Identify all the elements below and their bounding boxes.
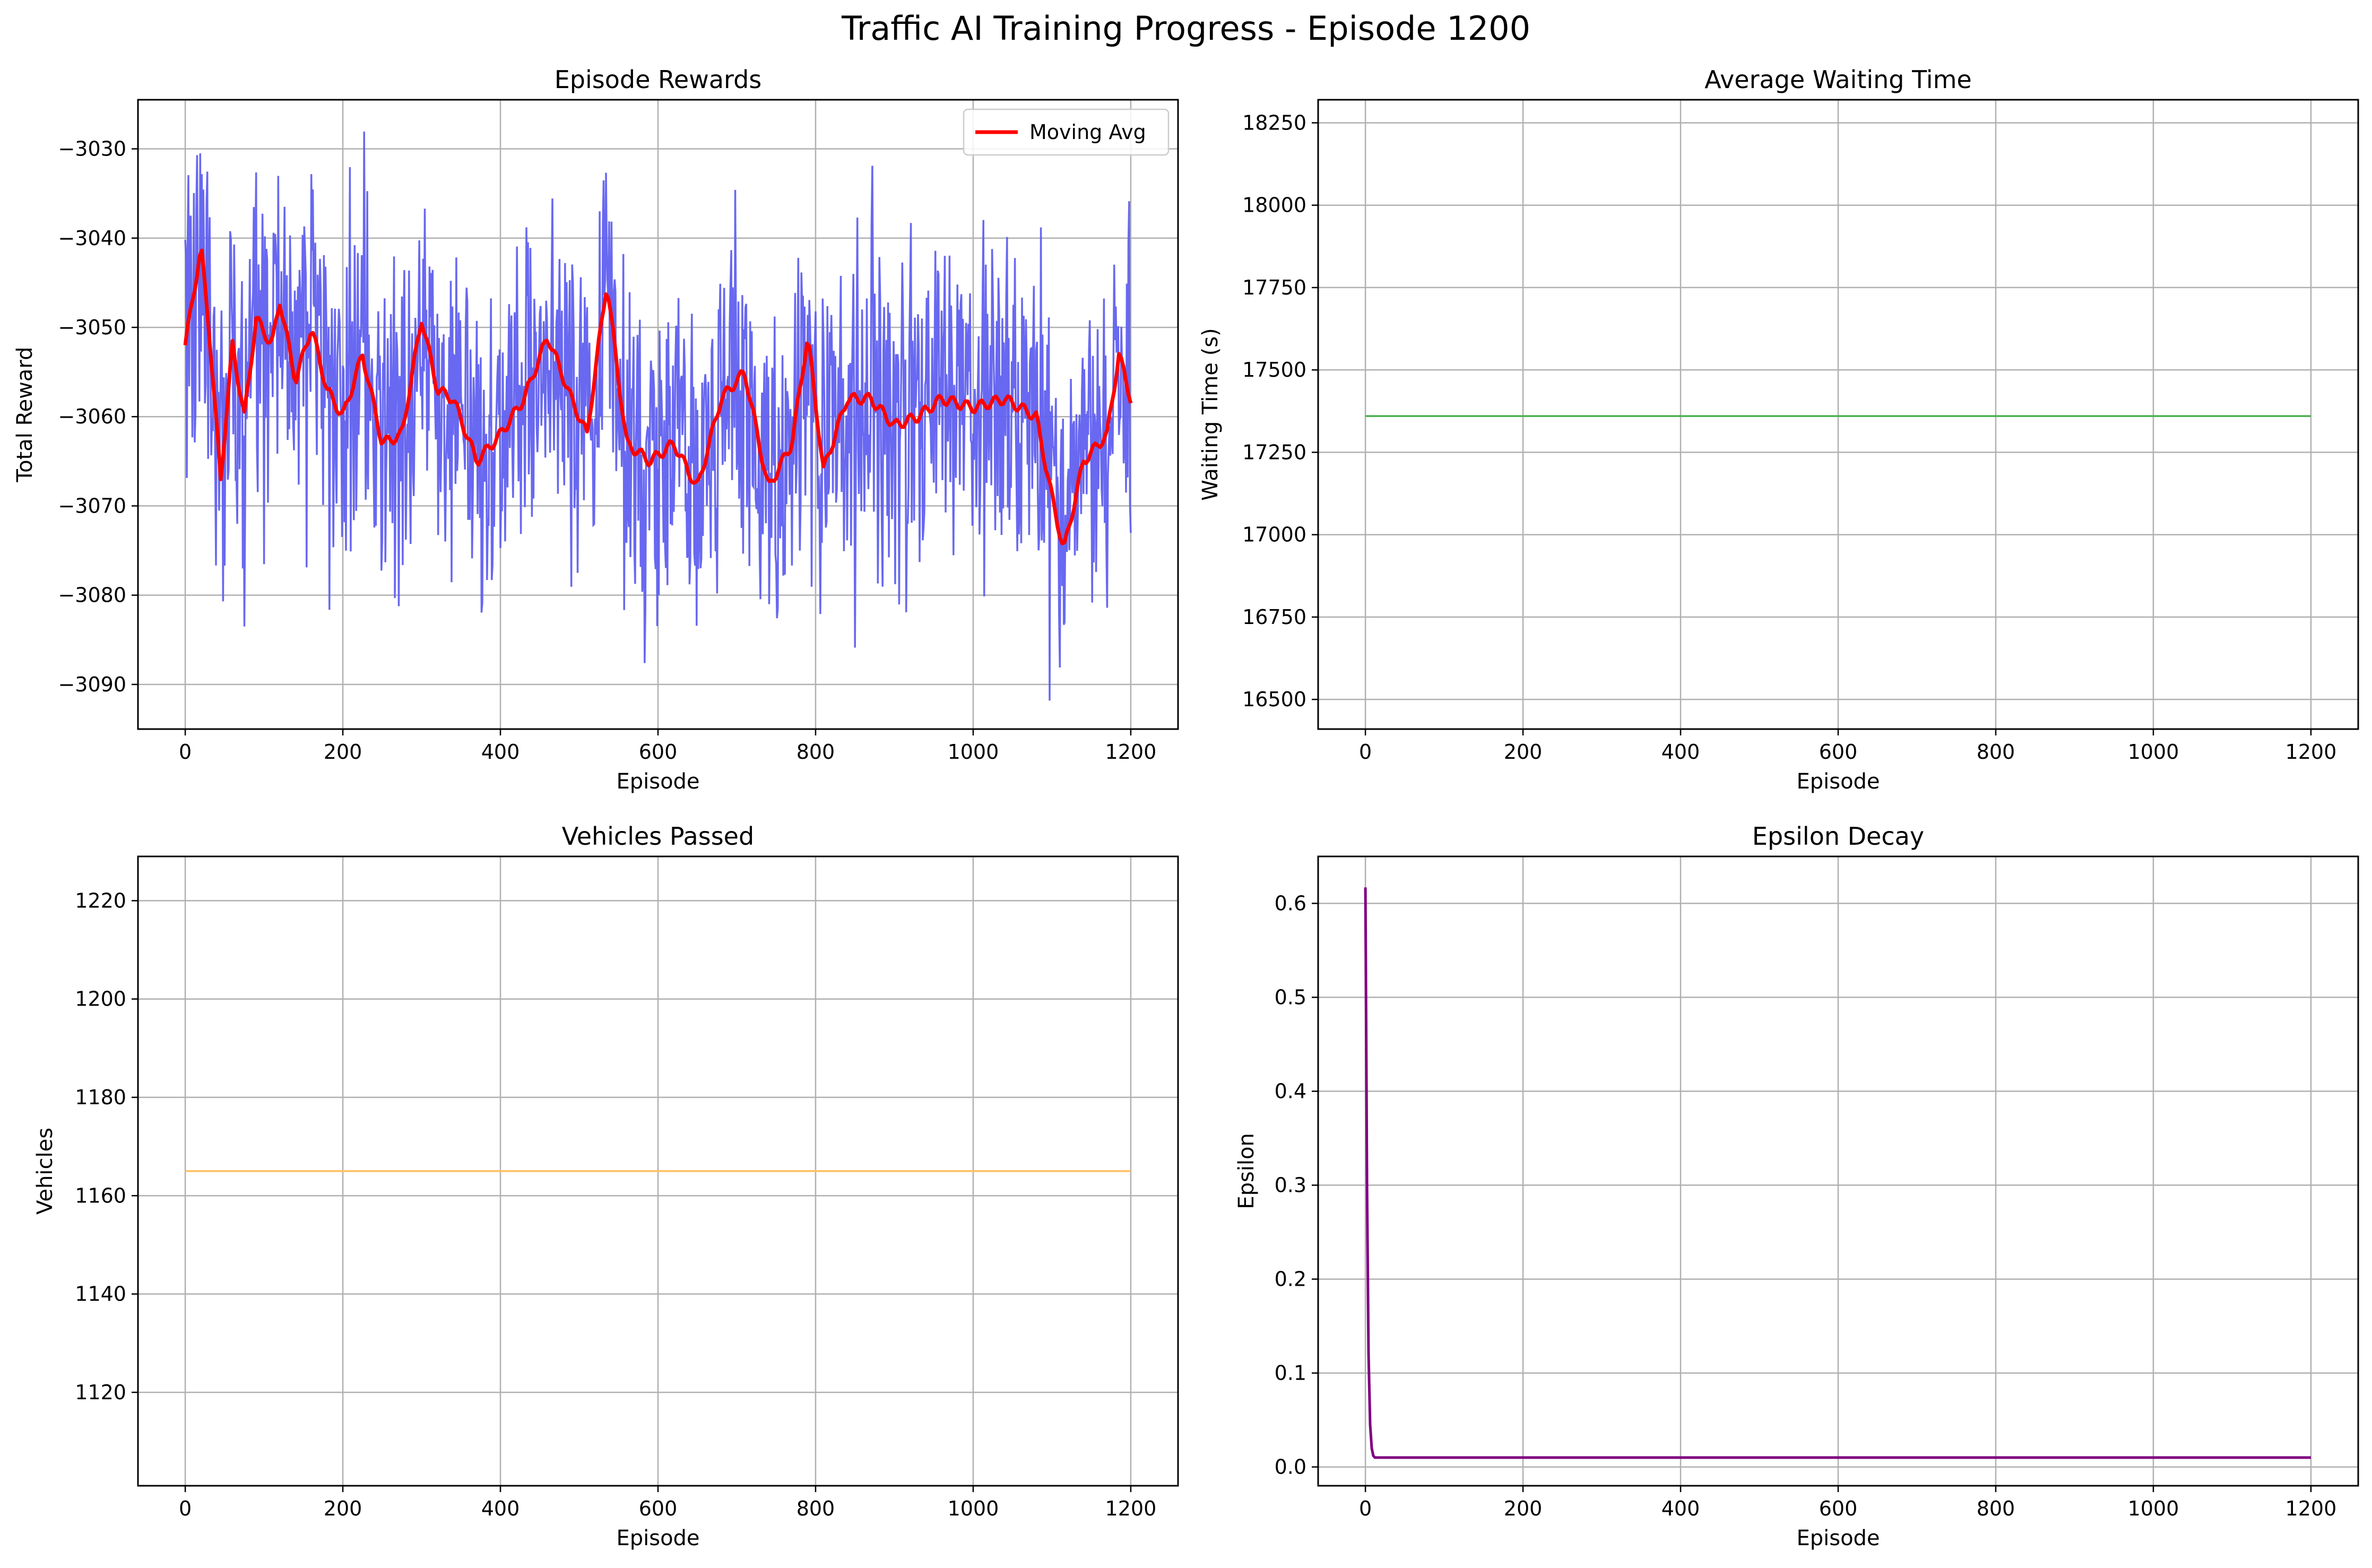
y-tick-label: 0.3 xyxy=(1275,1174,1306,1197)
x-tick-label: 0 xyxy=(1359,740,1372,764)
x-tick-label: 400 xyxy=(1661,740,1700,764)
x-tick-label: 600 xyxy=(1819,1497,1858,1520)
subplot-title: Epsilon Decay xyxy=(1752,822,1924,851)
y-tick-label: 1140 xyxy=(75,1283,126,1306)
y-tick-label: −3090 xyxy=(58,673,126,696)
x-tick-label: 1000 xyxy=(948,740,999,764)
y-tick-label: 16500 xyxy=(1242,688,1306,711)
series-raw-reward xyxy=(184,131,1132,701)
subplot-title: Vehicles Passed xyxy=(562,822,754,851)
subplot-title: Average Waiting Time xyxy=(1704,65,1971,94)
y-tick-label: 17750 xyxy=(1242,276,1306,299)
x-axis-label: Episode xyxy=(1796,1526,1880,1550)
x-tick-label: 1000 xyxy=(2128,1497,2179,1520)
subplot-title: Episode Rewards xyxy=(555,65,762,94)
plot-area xyxy=(183,131,1133,701)
x-tick-label: 800 xyxy=(797,740,835,764)
y-tick-label: −3040 xyxy=(58,227,126,250)
y-axis-label: Epsilon xyxy=(1234,1133,1259,1209)
x-tick-label: 1200 xyxy=(2286,740,2337,764)
x-tick-label: 0 xyxy=(179,1497,192,1520)
x-tick-label: 400 xyxy=(481,1497,520,1520)
y-axis-label: Waiting Time (s) xyxy=(1198,328,1223,501)
legend-box xyxy=(963,108,1170,156)
x-tick-label: 200 xyxy=(1504,740,1543,764)
y-tick-label: 18000 xyxy=(1242,194,1306,217)
x-tick-label: 800 xyxy=(1977,1497,2015,1520)
y-tick-label: 16750 xyxy=(1242,605,1306,629)
y-tick-label: 17000 xyxy=(1242,523,1306,547)
axes-frame xyxy=(1317,855,2359,1487)
x-tick-label: 200 xyxy=(324,1497,362,1520)
x-axis-label: Episode xyxy=(616,769,699,794)
series-moving-avg xyxy=(183,248,1133,545)
y-tick-label: −3080 xyxy=(58,584,126,607)
y-tick-label: 1200 xyxy=(75,987,126,1011)
y-tick-label: 0.5 xyxy=(1275,986,1306,1009)
x-tick-label: 1000 xyxy=(2128,740,2179,764)
subplot-epsilon: 0 200 400 600 800 1000 1200 0.0 0.1 0.2 0.3 0.4 0.5 0… xyxy=(1234,822,2359,1550)
x-tick-label: 600 xyxy=(639,1497,678,1520)
x-tick-label: 1200 xyxy=(1105,1497,1157,1520)
x-tick-label: 1200 xyxy=(1105,740,1157,764)
x-tick-label: 400 xyxy=(481,740,520,764)
x-tick-label: 400 xyxy=(1661,1497,1700,1520)
x-tick-label: 200 xyxy=(324,740,362,764)
y-axis-label: Total Reward xyxy=(13,346,37,482)
x-tick-label: 800 xyxy=(797,1497,835,1520)
y-tick-label: −3030 xyxy=(58,137,126,161)
y-tick-label: 1160 xyxy=(75,1184,126,1207)
x-tick-label: 800 xyxy=(1977,740,2015,764)
axes-frame xyxy=(137,99,1179,730)
subplot-vehicles: 0 200 400 600 800 1000 1200 1120 1140 1160 1180 120… xyxy=(33,822,1179,1550)
y-tick-label: −3070 xyxy=(58,494,126,517)
legend-label-moving-avg: Moving Avg xyxy=(1029,120,1146,144)
y-tick-label: 0.1 xyxy=(1275,1362,1306,1385)
y-tick-label: 0.0 xyxy=(1275,1456,1306,1479)
y-tick-label: −3060 xyxy=(58,405,126,428)
x-tick-label: 200 xyxy=(1504,1497,1543,1520)
x-tick-label: 0 xyxy=(1359,1497,1372,1520)
y-tick-label: 0.6 xyxy=(1275,892,1306,915)
y-tick-label: 17250 xyxy=(1242,440,1306,464)
x-tick-label: 0 xyxy=(179,740,192,764)
x-axis-label: Episode xyxy=(616,1526,699,1550)
x-tick-label: 1000 xyxy=(948,1497,999,1520)
figure-title: Traffic AI Training Progress - Episode 1… xyxy=(841,9,1530,48)
legend: Moving Avg xyxy=(963,108,1170,156)
y-tick-label: 1120 xyxy=(75,1381,126,1404)
y-axis-label: Vehicles xyxy=(33,1128,57,1215)
y-tick-label: 0.4 xyxy=(1275,1080,1306,1103)
x-tick-label: 600 xyxy=(1819,740,1858,764)
y-tick-label: 0.2 xyxy=(1275,1268,1306,1291)
axes-frame xyxy=(1317,99,2359,730)
x-tick-label: 1200 xyxy=(2286,1497,2337,1520)
subplot-rewards: 0 200 400 600 800 1000 1200 −3090 −3080 −3070 −306… xyxy=(13,65,1179,794)
series-epsilon xyxy=(1364,887,2311,1459)
y-tick-label: 18250 xyxy=(1242,111,1306,134)
y-tick-label: 1220 xyxy=(75,889,126,912)
axes-frame xyxy=(137,855,1179,1487)
y-tick-label: −3050 xyxy=(58,316,126,339)
subplot-waiting: 0 200 400 600 800 1000 1200 16500 16750 17000 1725… xyxy=(1198,65,2359,794)
x-tick-label: 600 xyxy=(639,740,678,764)
y-tick-label: 1180 xyxy=(75,1086,126,1109)
plot-area xyxy=(1364,887,2311,1459)
x-axis-label: Episode xyxy=(1796,769,1880,794)
y-tick-label: 17500 xyxy=(1242,358,1306,382)
